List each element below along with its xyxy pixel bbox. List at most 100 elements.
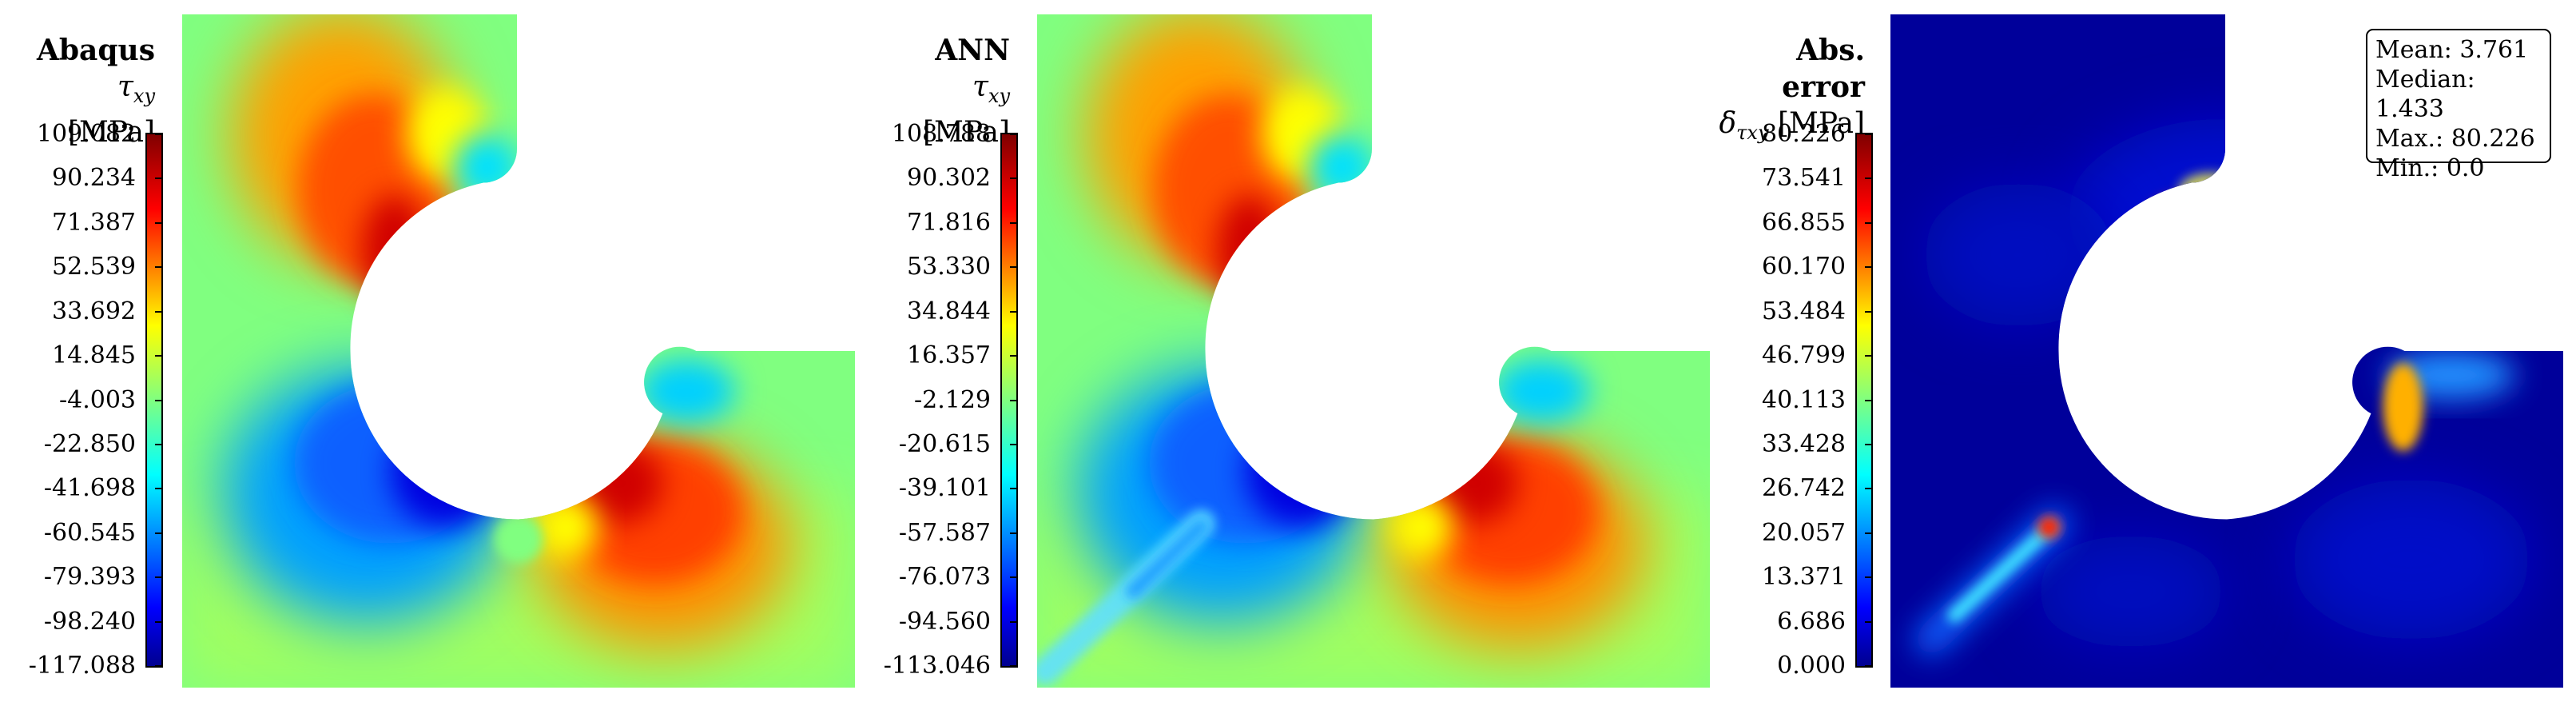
panel-title: Abs. error δτxy [MPa] xyxy=(1710,32,1865,151)
colorbar-tick-label: 16.357 xyxy=(907,341,991,370)
colorbar-tick-label: 66.855 xyxy=(1762,208,1846,237)
colorbar-tick xyxy=(1865,399,1873,401)
quantity-subscript: τxy xyxy=(1736,122,1769,145)
colorbar-tick-label: 13.371 xyxy=(1762,563,1846,592)
colorbar-tick-label: 60.170 xyxy=(1762,253,1846,281)
colorbar-tick xyxy=(155,620,163,623)
panel-title: Abaqus τxy [MPa] xyxy=(24,32,155,151)
quantity-subscript: xy xyxy=(133,85,155,108)
colorbar-tick-label: -79.393 xyxy=(43,563,136,592)
quantity-subscript: xy xyxy=(988,85,1010,108)
colorbar-label: δτxy [MPa] xyxy=(1710,106,1865,151)
colorbar-tick-label: -2.129 xyxy=(913,385,991,414)
colorbar-tick xyxy=(1010,665,1018,667)
colorbar-tick xyxy=(1865,665,1873,667)
colorbar-tick-label: 108.788 xyxy=(891,120,991,148)
colorbar-tick-label: -4.003 xyxy=(58,385,136,414)
colorbar-tick xyxy=(1865,443,1873,445)
colorbar-tick xyxy=(1010,576,1018,579)
colorbar-tick-label: 71.816 xyxy=(907,208,991,237)
colorbar-tick-label: 53.330 xyxy=(907,253,991,281)
colorbar-tick-label: -22.850 xyxy=(43,429,136,458)
colorbar-tick-label: 53.484 xyxy=(1762,297,1846,325)
colorbar-tick xyxy=(1010,532,1018,534)
colorbar-tick-label: -98.240 xyxy=(43,607,136,636)
colorbar-tick-label: 6.686 xyxy=(1777,607,1846,636)
stat-min: Min.: 0.0 xyxy=(2375,154,2485,182)
colorbar-tick xyxy=(155,221,163,224)
stats-box: Mean: 3.761 Median: 1.433 Max.: 80.226 M… xyxy=(2366,29,2551,182)
colorbar-tick xyxy=(155,266,163,269)
quantity-symbol: δ xyxy=(1719,107,1737,140)
panel-abaqus: Abaqus τxy [MPa] 109.082 90.234 71.387 52.5… xyxy=(0,0,863,702)
unit-label: [MPa] xyxy=(1777,107,1865,140)
colorbar-tick xyxy=(1865,134,1873,135)
colorbar-tick-label: 73.541 xyxy=(1762,164,1846,193)
stat-median: Median: 1.433 xyxy=(2375,66,2475,123)
colorbar-tick-label: 90.302 xyxy=(907,164,991,193)
colorbar-tick xyxy=(1010,134,1018,135)
colorbar-tick-label: -57.587 xyxy=(898,518,991,547)
colorbar-tick-label: -117.088 xyxy=(28,652,136,680)
colorbar-tick-label: 33.428 xyxy=(1762,429,1846,458)
colorbar-tick xyxy=(1010,399,1018,401)
colorbar-tick-label: 40.113 xyxy=(1762,385,1846,414)
colorbar-tick xyxy=(1010,488,1018,490)
stat-mean: Mean: 3.761 xyxy=(2375,36,2529,64)
colorbar-tick-label: -60.545 xyxy=(43,518,136,547)
colorbar-tick-label: 46.799 xyxy=(1762,341,1846,370)
unit-label: [MPa] xyxy=(67,116,155,150)
colorbar-tick xyxy=(1865,177,1873,180)
colorbar-tick-label: 71.387 xyxy=(52,208,136,237)
colorbar-tick xyxy=(155,355,163,357)
panel-error: Abs. error δτxy [MPa] Mean: 3.761 Median… xyxy=(1710,0,2576,702)
colorbar-tick xyxy=(1865,576,1873,579)
colorbar-label: τxy [MPa] xyxy=(879,69,1010,151)
colorbar-tick xyxy=(1010,266,1018,269)
title-text: ANN xyxy=(935,34,1010,67)
colorbar-tick xyxy=(1010,310,1018,313)
colorbar-tick xyxy=(1865,221,1873,224)
colorbar-tick xyxy=(1865,355,1873,357)
heatmap-field xyxy=(1037,14,1710,688)
colorbar-tick-label: -113.046 xyxy=(883,652,991,680)
colorbar-tick xyxy=(155,177,163,180)
colorbar-tick xyxy=(1010,221,1018,224)
colorbar-tick-label: 90.234 xyxy=(52,164,136,193)
colorbar-tick xyxy=(155,310,163,313)
colorbar-tick xyxy=(155,665,163,667)
colorbar-tick xyxy=(1865,266,1873,269)
colorbar-tick-label: -76.073 xyxy=(898,563,991,592)
colorbar-tick xyxy=(1010,443,1018,445)
colorbar-tick xyxy=(1865,620,1873,623)
colorbar-tick-label: -41.698 xyxy=(43,474,136,503)
colorbar-tick xyxy=(155,134,163,135)
colorbar-tick-label: 20.057 xyxy=(1762,518,1846,547)
colorbar-tick xyxy=(1865,310,1873,313)
colorbar-tick xyxy=(155,399,163,401)
colorbar-label: τxy [MPa] xyxy=(24,69,155,151)
colorbar-tick xyxy=(155,576,163,579)
colorbar-tick xyxy=(155,488,163,490)
stat-max: Max.: 80.226 xyxy=(2375,125,2535,153)
colorbar-tick xyxy=(155,443,163,445)
colorbar-tick xyxy=(1865,488,1873,490)
title-text: Abaqus xyxy=(36,34,155,67)
quantity-symbol: τ xyxy=(117,70,133,103)
heatmap-field xyxy=(182,14,855,688)
colorbar-tick-label: 34.844 xyxy=(907,297,991,325)
colorbar-tick-label: 80.226 xyxy=(1762,120,1846,148)
colorbar-tick xyxy=(1865,532,1873,534)
quantity-symbol: τ xyxy=(972,70,988,103)
colorbar-tick-label: -39.101 xyxy=(898,474,991,503)
colorbar-tick-label: 109.082 xyxy=(36,120,136,148)
colorbar-tick xyxy=(1010,177,1018,180)
colorbar-tick-label: 0.000 xyxy=(1777,652,1846,680)
title-text: Abs. error xyxy=(1782,34,1865,104)
unit-label: [MPa] xyxy=(922,116,1010,150)
panel-ann: ANN τxy [MPa] 108.788 90.302 71 xyxy=(855,0,1718,702)
colorbar-tick xyxy=(1010,355,1018,357)
colorbar-tick-label: 33.692 xyxy=(52,297,136,325)
colorbar-tick-label: 14.845 xyxy=(52,341,136,370)
colorbar-tick-label: 26.742 xyxy=(1762,474,1846,503)
